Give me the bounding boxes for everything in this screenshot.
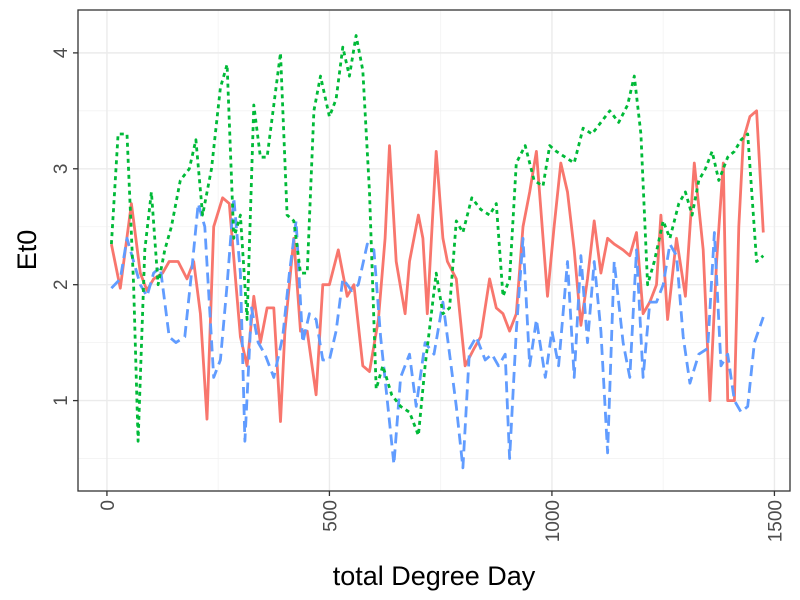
x-tick-label: 1500 bbox=[765, 500, 786, 542]
series-layer bbox=[110, 34, 765, 470]
x-tick-label: 1000 bbox=[543, 500, 564, 542]
y-tick-label: 1 bbox=[51, 395, 72, 406]
panel-background bbox=[78, 10, 790, 491]
x-axis-title: total Degree Day bbox=[333, 561, 536, 591]
x-tick-label: 500 bbox=[320, 500, 341, 532]
panel-border bbox=[77, 9, 791, 492]
series-line-2 bbox=[110, 196, 765, 470]
x-axis-ticks: 0 500 1000 1500 bbox=[98, 491, 786, 542]
y-axis-ticks: 1 2 3 4 bbox=[51, 47, 78, 406]
y-tick-label: 4 bbox=[51, 47, 72, 58]
x-tick-label: 0 bbox=[98, 500, 119, 511]
y-axis-title: Et0 bbox=[12, 230, 42, 271]
y-tick-label: 2 bbox=[51, 279, 72, 290]
series-line-3 bbox=[110, 34, 765, 443]
y-tick-label: 3 bbox=[51, 164, 72, 175]
